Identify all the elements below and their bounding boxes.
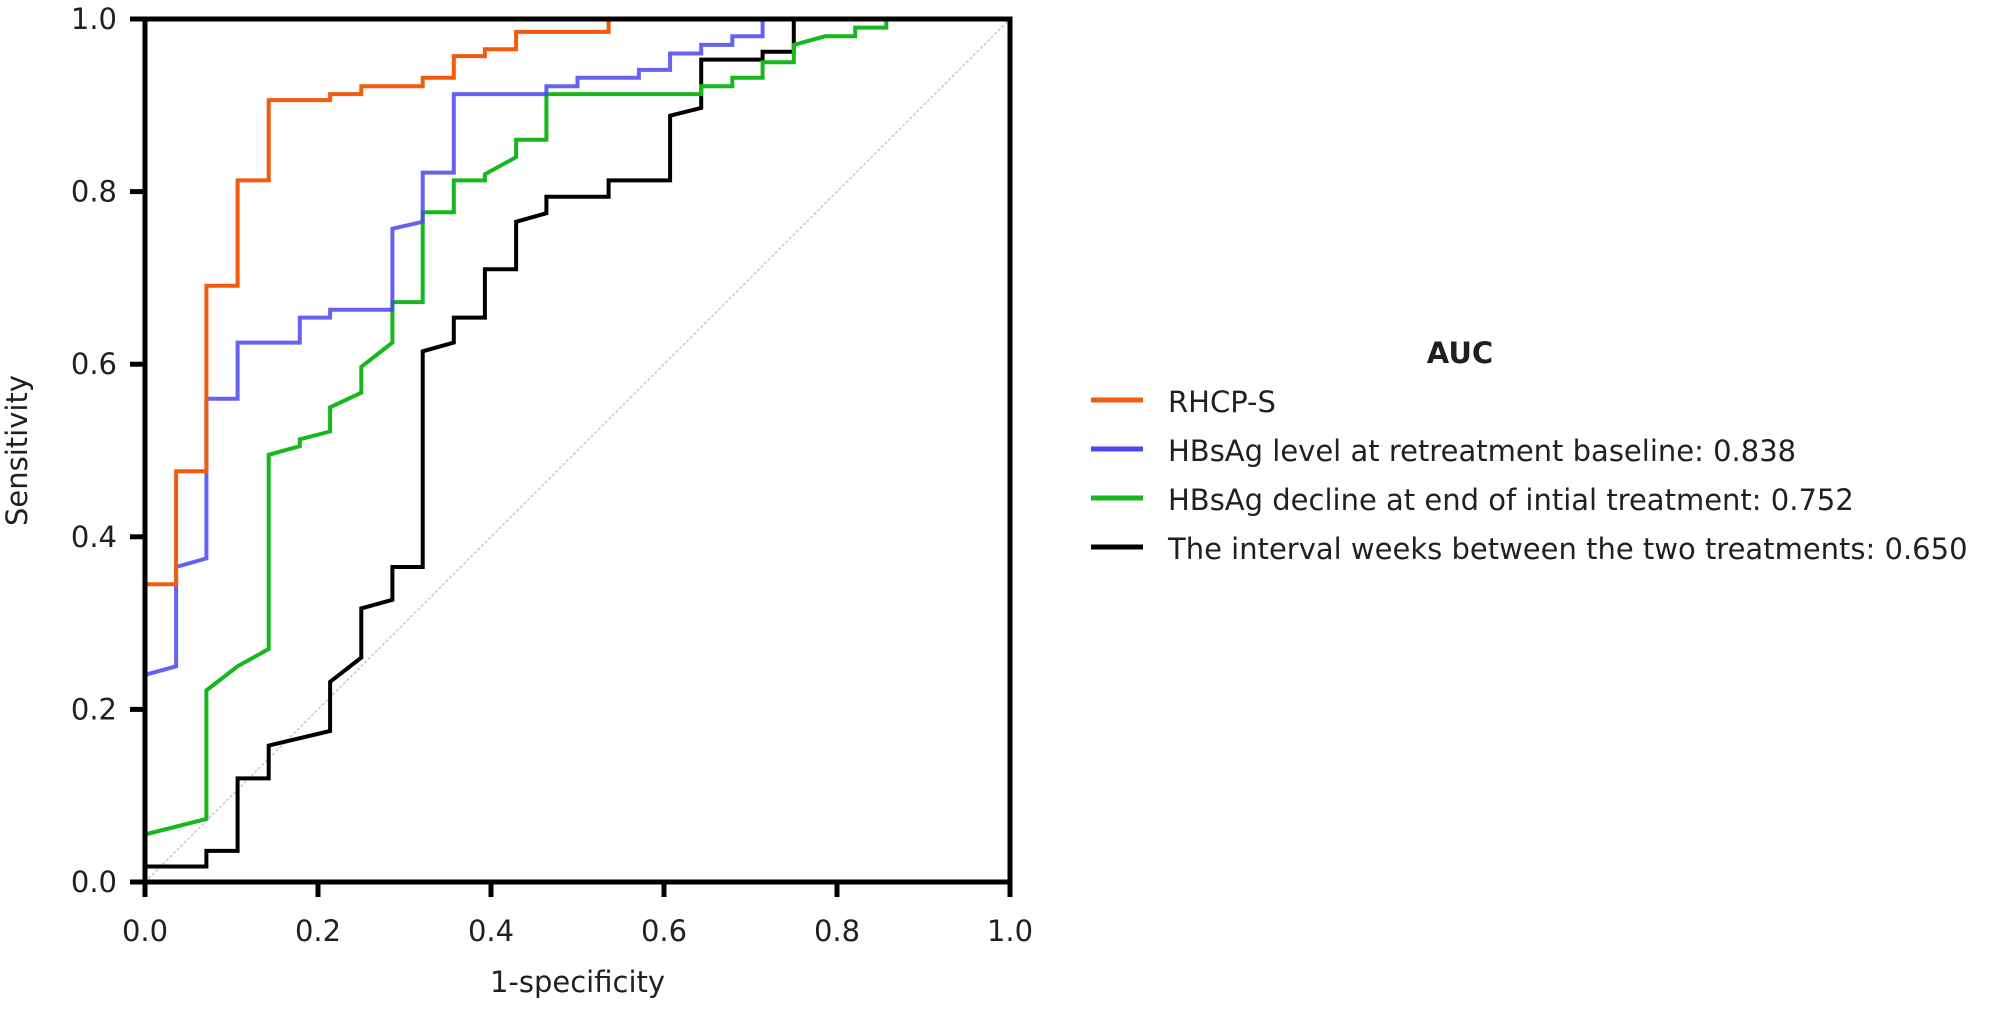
x-axis: 0.0 0.2 0.4 0.6 0.8 1.0 [122,882,1033,948]
legend-item: HBsAg decline at end of intial treatment… [1091,483,1854,517]
y-tick-label: 1.0 [71,2,117,36]
legend-title: AUC [1427,336,1493,370]
x-tick-label: 0.0 [122,914,168,948]
legend-label: The interval weeks between the two treat… [1167,532,1968,566]
x-tick-label: 1.0 [987,914,1033,948]
legend-label: HBsAg level at retreatment baseline: 0.8… [1168,434,1796,468]
legend-item: RHCP-S [1091,385,1276,419]
series-line-3 [144,17,1010,837]
y-tick-label: 0.0 [71,865,117,899]
plot-area [142,16,1013,885]
y-tick-label: 0.4 [71,520,117,554]
x-tick-label: 0.4 [468,914,514,948]
x-tick-label: 0.8 [814,914,860,948]
reference-diagonal-line [144,18,1011,883]
y-axis-title: Sensitivity [0,375,34,526]
x-tick-label: 0.2 [295,914,341,948]
y-tick-label: 0.6 [71,347,117,381]
legend-item: The interval weeks between the two treat… [1091,532,1968,566]
series-line-1 [143,17,1010,882]
x-axis-title: 1-specificity [490,965,665,999]
series-layer [143,17,1010,882]
series-line-2 [143,17,1010,882]
legend-label: HBsAg decline at end of intial treatment… [1168,483,1854,517]
y-tick-label: 0.8 [71,175,117,209]
y-axis: 0.0 0.2 0.4 0.6 0.8 1.0 [71,2,145,899]
legend: AUC RHCP-S HBsAg level at retreatment bas… [1091,336,1968,566]
legend-label: RHCP-S [1168,385,1276,419]
x-tick-label: 0.6 [641,914,687,948]
legend-item: HBsAg level at retreatment baseline: 0.8… [1091,434,1796,468]
plot-frame [142,16,1013,885]
legend-items: RHCP-S HBsAg level at retreatment baselin… [1091,385,1968,566]
y-tick-label: 0.2 [71,692,117,726]
